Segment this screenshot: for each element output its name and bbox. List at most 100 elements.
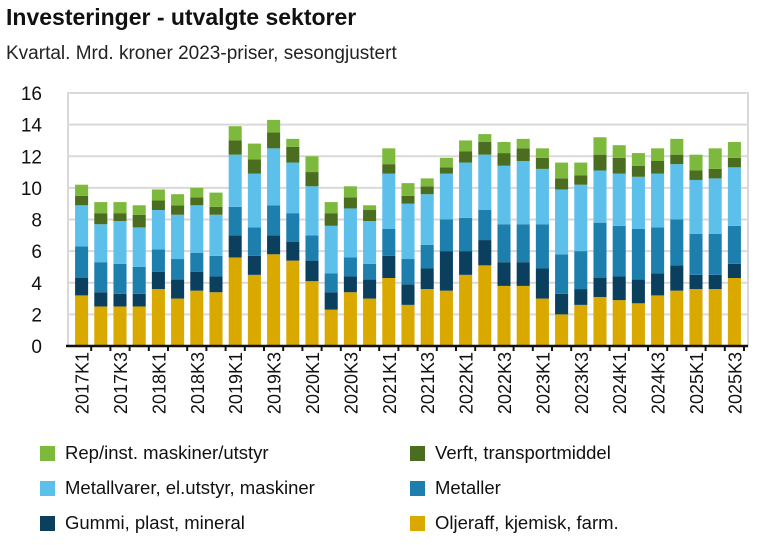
bar-segment [516,160,530,225]
bar-segment [286,146,300,163]
bar-segment [555,314,569,346]
bar-segment [247,227,261,256]
bar-segment [267,132,281,149]
x-tick-label: 2017K1 [73,352,93,414]
bar-segment [343,276,357,293]
bar-segment [727,167,741,226]
bar-segment [324,225,338,274]
bar-segment [670,164,684,220]
bar-segment [420,244,434,269]
bar-segment [247,255,261,275]
legend-label: Metallvarer, el.utstyr, maskiner [65,477,315,498]
bar-segment [113,221,127,264]
legend-item: Gummi, plast, mineral [40,512,410,534]
bar-segment [670,265,684,291]
y-tick-label: 4 [31,274,42,295]
bar-segment [708,274,722,290]
bar-segment [689,233,703,275]
bar-segment [401,203,415,260]
bar-segment [478,265,492,346]
bar-segment [555,254,569,294]
bar-segment [209,276,223,293]
bar-segment [267,148,281,206]
bar-segment [190,271,204,291]
bar-segment [209,255,223,277]
bar-segment [382,173,396,229]
bar-segment [535,157,549,169]
bar-segment [439,167,453,174]
bar-segment [247,143,261,160]
x-tick-label: 2020K3 [341,352,361,414]
y-tick-label: 16 [21,84,42,105]
bar-segment [363,205,377,211]
bar-segment [132,205,146,215]
bar-segment [535,168,549,225]
bar-segment [535,268,549,299]
legend-swatch [410,515,425,531]
bar-segment [439,251,453,291]
bar-segment [113,263,127,294]
bar-segment [190,290,204,346]
x-tick-label: 2020K1 [303,352,323,414]
bar-segment [286,260,300,346]
bar-segment [247,159,261,174]
y-tick-label: 10 [21,179,42,200]
legend-item: Oljeraff, kjemisk, farm. [410,512,740,534]
bar-segment [670,219,684,266]
bar-segment [593,170,607,223]
bar-segment [151,210,165,250]
bar-segment [324,309,338,346]
bar-segment [497,142,511,154]
bar-segment [459,251,473,275]
bar-segment [439,157,453,168]
bar-segment [305,186,319,236]
legend-label: Verft, transportmiddel [435,442,611,463]
x-tick-label: 2022K1 [457,352,477,414]
bar-segment [670,138,684,155]
bar-segment [286,213,300,242]
bar-segment [343,186,357,198]
bar-segment [555,178,569,190]
bar-segment [75,184,89,196]
legend-swatch [40,515,55,531]
bar-segment [727,142,741,158]
bar-segment [593,278,607,297]
bar-segment [286,162,300,214]
bar-segment [75,295,89,346]
x-tick-label: 2017K3 [111,352,131,414]
bar-segment [593,296,607,346]
bar-segment [228,206,242,236]
bar-segment [631,165,645,177]
bar-segment [574,304,588,346]
bar-segment [363,263,377,280]
bar-segment [94,292,108,307]
bar-segment [574,175,588,185]
bar-segment [478,240,492,266]
x-tick-label: 2022K3 [495,352,515,414]
chart-title: Investeringer - utvalgte sektorer [6,4,357,30]
bar-segment [401,259,415,285]
bar-segment [171,214,185,260]
bar-segment [132,227,146,267]
bar-segment [94,262,108,293]
bar-segment [631,176,645,229]
bar-segment [651,160,665,174]
bar-segment [727,225,741,264]
bar-segment [401,284,415,305]
bar-segment [478,134,492,143]
bar-segment [651,173,665,228]
bar-segment [132,266,146,294]
bar-segment [708,233,722,275]
bar-segment [612,173,626,226]
legend-label: Gummi, plast, mineral [65,512,245,533]
bar-segment [670,290,684,346]
bar-segment [420,289,434,346]
bar-segment [516,148,530,161]
bar-segment [612,225,626,277]
bar-segment [382,255,396,279]
bar-segment [631,228,645,280]
bar-segment [190,187,204,198]
y-tick-label: 2 [31,305,42,326]
bar-segment [209,214,223,256]
